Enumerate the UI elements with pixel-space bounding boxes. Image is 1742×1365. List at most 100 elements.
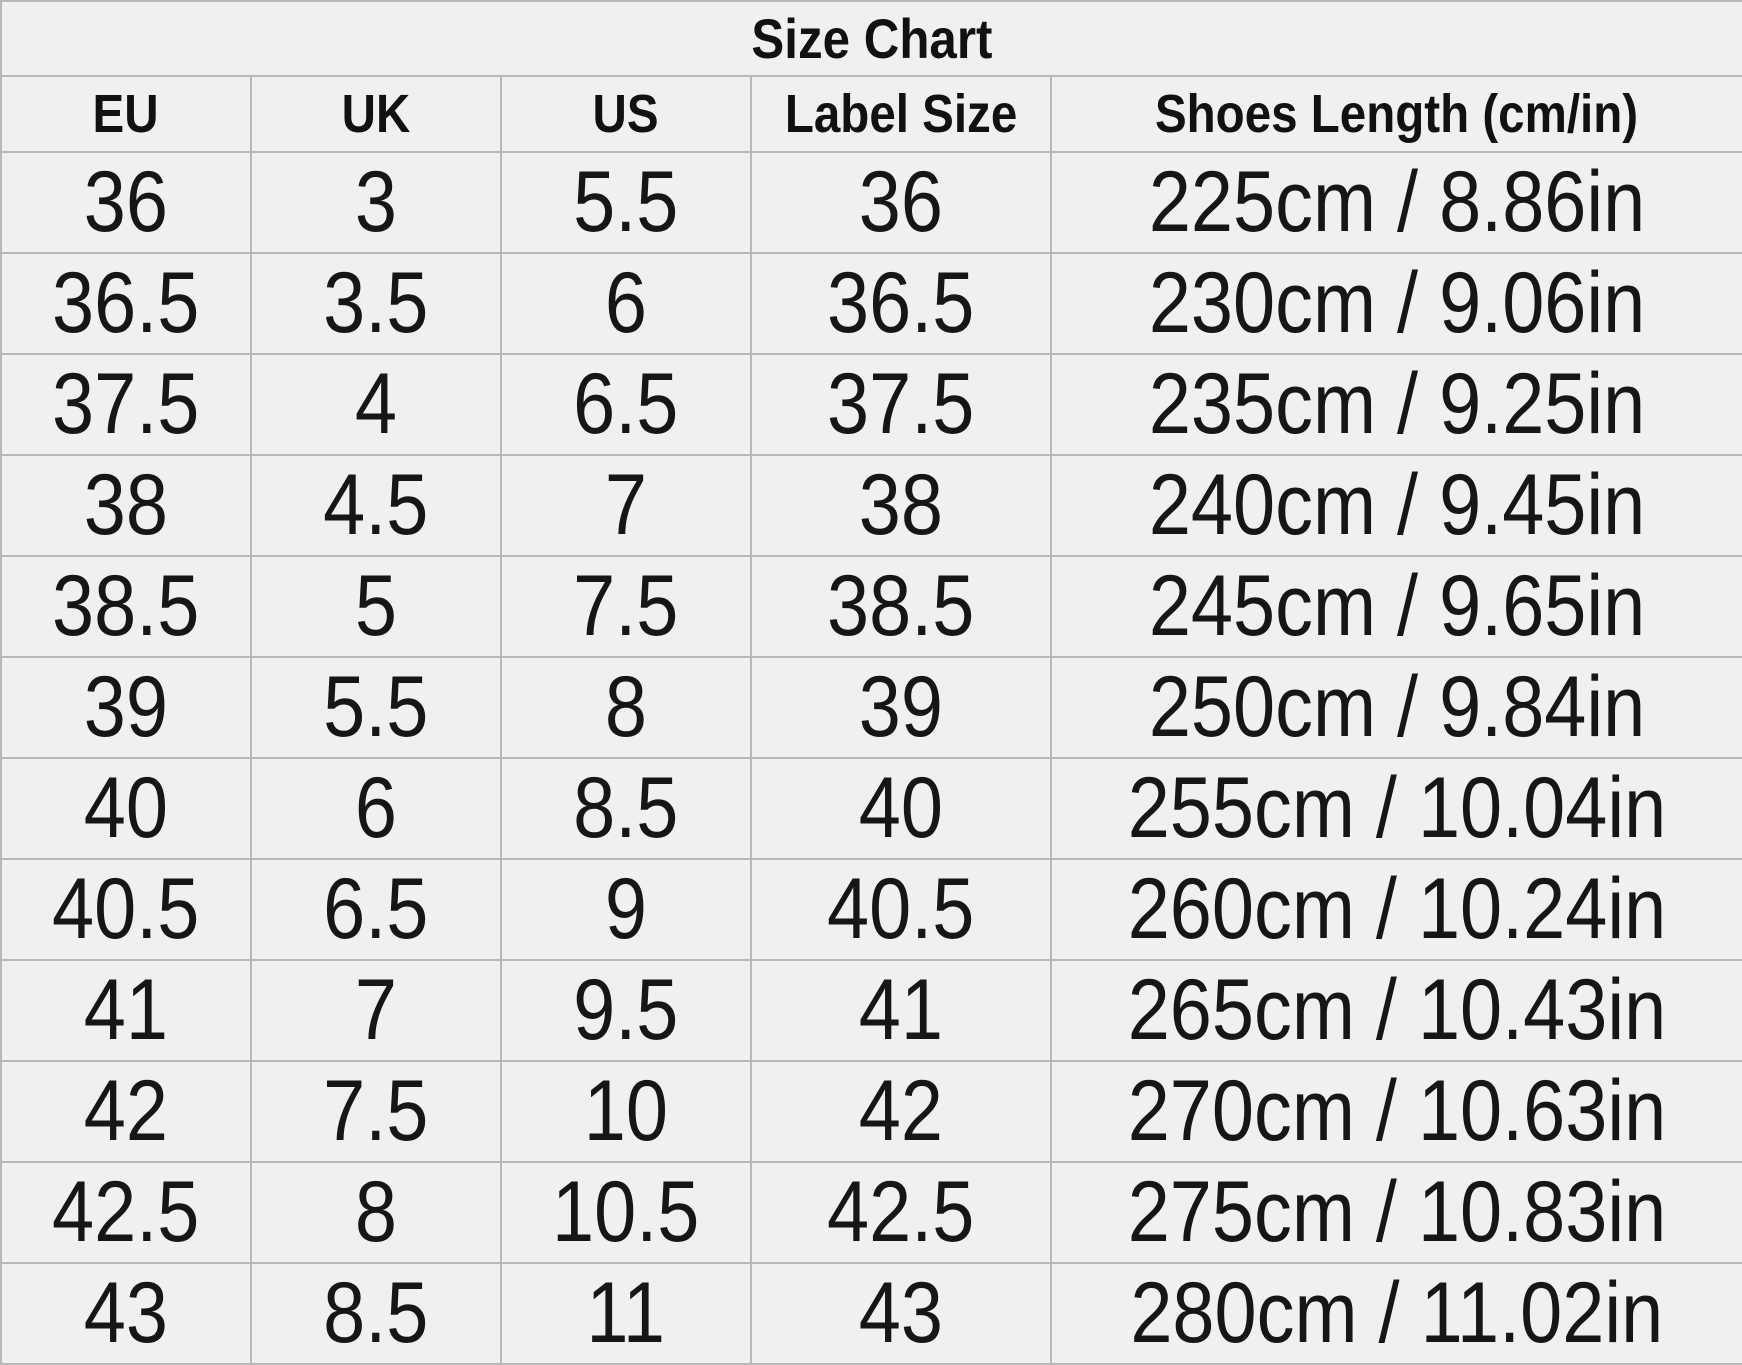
table-cell: 7 <box>500 454 752 557</box>
cell-text: 36.5 <box>827 255 975 351</box>
cell-text: 4.5 <box>323 457 429 553</box>
table-cell: 38 <box>0 454 252 557</box>
cell-text: 5.5 <box>573 154 679 250</box>
cell-text: 42.5 <box>52 1164 200 1260</box>
table-cell: 6.5 <box>500 353 752 456</box>
table-cell: 8 <box>250 1161 502 1264</box>
table-cell: 280cm / 11.02in <box>1050 1262 1742 1365</box>
table-row: 42.5 8 10.5 42.5 275cm / 10.83in <box>0 1161 1742 1264</box>
cell-text: 260cm / 10.24in <box>1127 861 1667 957</box>
column-header-us: US <box>500 75 752 153</box>
table-cell: 255cm / 10.04in <box>1050 757 1742 860</box>
cell-text: 6.5 <box>323 861 429 957</box>
table-cell: 11 <box>500 1262 752 1365</box>
table-row: 38 4.5 7 38 240cm / 9.45in <box>0 454 1742 557</box>
cell-text: 38.5 <box>827 558 975 654</box>
table-cell: 40 <box>0 757 252 860</box>
table-cell: 36 <box>0 151 252 254</box>
cell-text: 42 <box>858 1063 944 1159</box>
cell-text: 38 <box>858 457 944 553</box>
table-cell: 4.5 <box>250 454 502 557</box>
table-row: 42 7.5 10 42 270cm / 10.63in <box>0 1060 1742 1163</box>
table-cell: 43 <box>750 1262 1052 1365</box>
cell-text: 5.5 <box>323 659 429 755</box>
cell-text: 42.5 <box>827 1164 975 1260</box>
table-cell: 38.5 <box>750 555 1052 658</box>
table-cell: 5.5 <box>500 151 752 254</box>
cell-text: 37.5 <box>827 356 975 452</box>
table-cell: 3.5 <box>250 252 502 355</box>
table-row: 43 8.5 11 43 280cm / 11.02in <box>0 1262 1742 1365</box>
cell-text: 10.5 <box>552 1164 700 1260</box>
table-row: 36.5 3.5 6 36.5 230cm / 9.06in <box>0 252 1742 355</box>
table-row: 37.5 4 6.5 37.5 235cm / 9.25in <box>0 353 1742 456</box>
table-cell: 36.5 <box>0 252 252 355</box>
cell-text: 37.5 <box>52 356 200 452</box>
table-cell: 8.5 <box>250 1262 502 1365</box>
cell-text: 8 <box>604 659 648 755</box>
cell-text: 235cm / 9.25in <box>1148 356 1646 452</box>
table-cell: 235cm / 9.25in <box>1050 353 1742 456</box>
table-cell: 230cm / 9.06in <box>1050 252 1742 355</box>
table-cell: 10.5 <box>500 1161 752 1264</box>
cell-text: 245cm / 9.65in <box>1148 558 1646 654</box>
cell-text: 7.5 <box>323 1063 429 1159</box>
table-cell: 240cm / 9.45in <box>1050 454 1742 557</box>
column-header-label-size: Label Size <box>750 75 1052 153</box>
cell-text: 270cm / 10.63in <box>1127 1063 1667 1159</box>
table-cell: 5 <box>250 555 502 658</box>
column-header-label: UK <box>341 84 411 144</box>
table-cell: 40.5 <box>750 858 1052 961</box>
cell-text: 3 <box>354 154 398 250</box>
table-cell: 225cm / 8.86in <box>1050 151 1742 254</box>
cell-text: 6 <box>604 255 648 351</box>
cell-text: 230cm / 9.06in <box>1148 255 1646 351</box>
title-row: Size Chart <box>0 0 1742 77</box>
cell-text: 3.5 <box>323 255 429 351</box>
cell-text: 10 <box>583 1063 669 1159</box>
table-cell: 10 <box>500 1060 752 1163</box>
table-cell: 42.5 <box>750 1161 1052 1264</box>
cell-text: 41 <box>858 962 944 1058</box>
cell-text: 265cm / 10.43in <box>1127 962 1667 1058</box>
cell-text: 4 <box>354 356 398 452</box>
column-header-label: US <box>592 84 659 144</box>
table-cell: 6 <box>500 252 752 355</box>
table-cell: 42.5 <box>0 1161 252 1264</box>
table-row: 41 7 9.5 41 265cm / 10.43in <box>0 959 1742 1062</box>
cell-text: 7 <box>604 457 648 553</box>
table-row: 40 6 8.5 40 255cm / 10.04in <box>0 757 1742 860</box>
table-cell: 3 <box>250 151 502 254</box>
cell-text: 40.5 <box>827 861 975 957</box>
table-body: 36 3 5.5 36 225cm / 8.86in 36.5 3.5 6 36.5 230cm … <box>0 151 1742 1365</box>
column-header-label: Label Size <box>784 84 1018 144</box>
table-cell: 260cm / 10.24in <box>1050 858 1742 961</box>
table-cell: 41 <box>750 959 1052 1062</box>
cell-text: 225cm / 8.86in <box>1148 154 1646 250</box>
table-cell: 7 <box>250 959 502 1062</box>
cell-text: 41 <box>83 962 169 1058</box>
column-header-uk: UK <box>250 75 502 153</box>
cell-text: 6 <box>354 760 398 856</box>
cell-text: 7 <box>354 962 398 1058</box>
cell-text: 9 <box>604 861 648 957</box>
table-cell: 36 <box>750 151 1052 254</box>
cell-text: 36 <box>858 154 944 250</box>
cell-text: 39 <box>858 659 944 755</box>
cell-text: 36 <box>83 154 169 250</box>
table-cell: 41 <box>0 959 252 1062</box>
cell-text: 250cm / 9.84in <box>1148 659 1646 755</box>
cell-text: 42 <box>83 1063 169 1159</box>
table-row: 36 3 5.5 36 225cm / 8.86in <box>0 151 1742 254</box>
table-cell: 275cm / 10.83in <box>1050 1161 1742 1264</box>
cell-text: 8.5 <box>573 760 679 856</box>
cell-text: 280cm / 11.02in <box>1130 1265 1664 1361</box>
column-header-eu: EU <box>0 75 252 153</box>
table-cell: 40 <box>750 757 1052 860</box>
cell-text: 38.5 <box>52 558 200 654</box>
table-cell: 6.5 <box>250 858 502 961</box>
table-cell: 38.5 <box>0 555 252 658</box>
cell-text: 8 <box>354 1164 398 1260</box>
cell-text: 11 <box>586 1265 666 1361</box>
